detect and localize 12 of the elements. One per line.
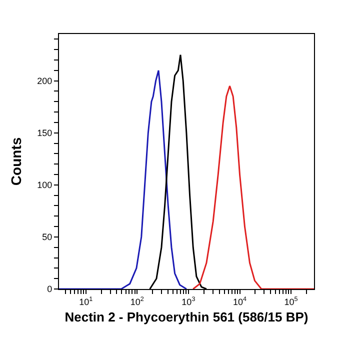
y-tick-label: 200 xyxy=(37,76,52,86)
y-tick-label: 150 xyxy=(37,128,52,138)
y-axis-title: Counts xyxy=(8,137,24,186)
x-tick-label: 10$^{5}$ xyxy=(284,296,298,307)
x-tick-label: 10$^{2}$ xyxy=(130,296,144,307)
x-tick-label: 10$^{1}$ xyxy=(79,296,94,307)
x-tick-label: 10$^{4}$ xyxy=(232,296,247,307)
x-axis-title: Nectin 2 - Phycoerythin 561 (586/15 BP) xyxy=(64,309,308,324)
y-tick-label: 50 xyxy=(42,232,52,242)
y-tick-label: 100 xyxy=(37,180,52,190)
y-tick-label: 0 xyxy=(47,284,52,294)
x-tick-label: 10$^{3}$ xyxy=(182,296,196,307)
